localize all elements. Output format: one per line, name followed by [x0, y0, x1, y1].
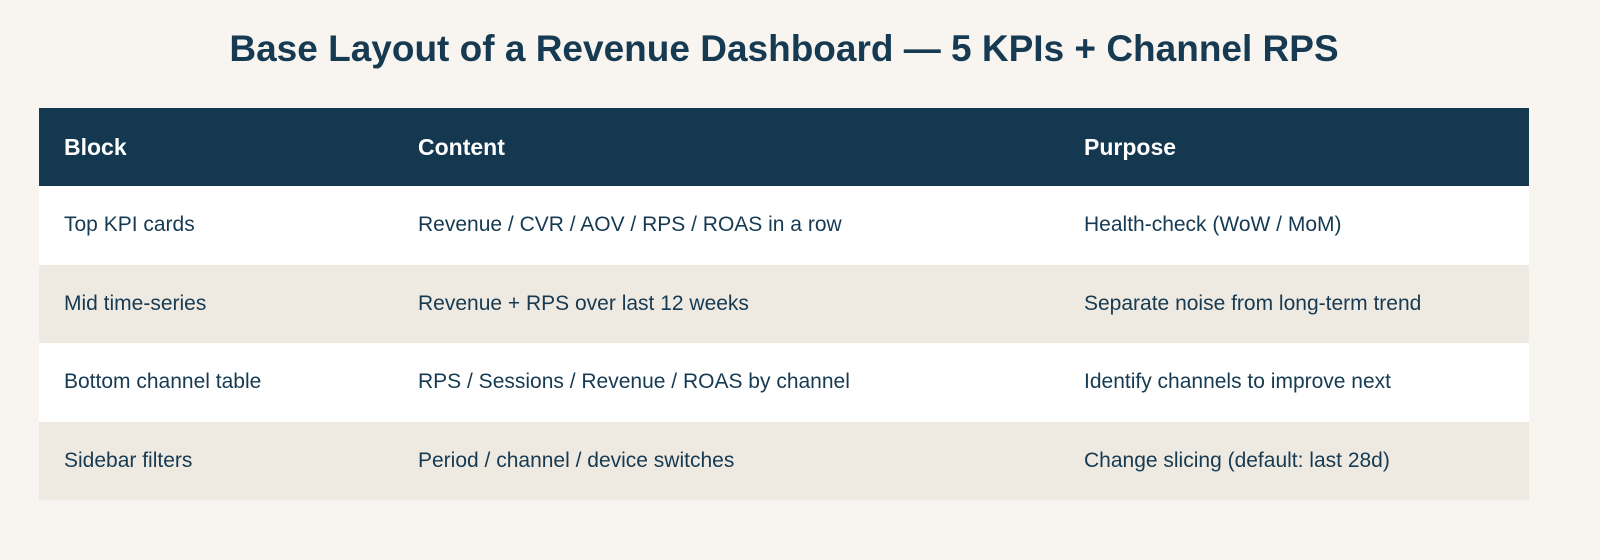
header-block: Block — [64, 133, 127, 160]
cell-block: Bottom channel table — [64, 370, 262, 394]
page-title: Base Layout of a Revenue Dashboard — 5 K… — [229, 28, 1339, 69]
layout-table: Block Content Purpose Top KPI cards Reve… — [39, 108, 1529, 500]
cell-purpose: Change slicing (default: last 28d) — [1084, 448, 1390, 472]
cell-block: Sidebar filters — [64, 448, 193, 472]
cell-block: Mid time-series — [64, 291, 207, 315]
cell-content: Revenue + RPS over last 12 weeks — [418, 291, 749, 315]
cell-purpose: Health-check (WoW / MoM) — [1084, 213, 1342, 237]
cell-content: Period / channel / device switches — [418, 448, 735, 472]
table-row: Bottom channel table RPS / Sessions / Re… — [39, 343, 1529, 422]
cell-content: Revenue / CVR / AOV / RPS / ROAS in a ro… — [418, 213, 842, 237]
cell-content: RPS / Sessions / Revenue / ROAS by chann… — [418, 370, 850, 394]
table-row: Sidebar filters Period / channel / devic… — [39, 421, 1529, 500]
table-row: Mid time-series Revenue + RPS over last … — [39, 264, 1529, 343]
cell-purpose: Separate noise from long-term trend — [1084, 291, 1422, 315]
cell-purpose: Identify channels to improve next — [1084, 370, 1392, 394]
header-purpose: Purpose — [1084, 133, 1177, 160]
header-content: Content — [418, 133, 505, 160]
table-header-row: Block Content Purpose — [39, 108, 1529, 186]
cell-block: Top KPI cards — [64, 213, 195, 237]
table-row: Top KPI cards Revenue / CVR / AOV / RPS … — [39, 186, 1529, 265]
